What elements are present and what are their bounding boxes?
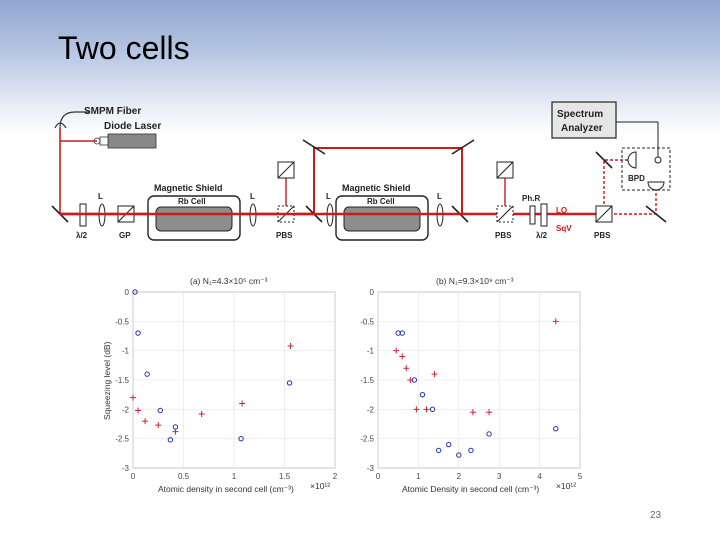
chart-b-xmult: ×10¹² bbox=[556, 481, 576, 491]
data-point-plus bbox=[155, 422, 162, 429]
x-tick-label: 2 bbox=[333, 472, 338, 481]
cell-2-label: Rb Cell bbox=[367, 197, 395, 206]
x-tick-label: 1.5 bbox=[279, 472, 291, 481]
data-point-plus bbox=[198, 411, 205, 418]
x-tick-label: 1 bbox=[232, 472, 237, 481]
pbs-label-3: PBS bbox=[594, 231, 611, 240]
data-point-plus bbox=[135, 407, 142, 414]
data-point-plus bbox=[393, 347, 400, 354]
data-point-circle bbox=[157, 407, 163, 414]
x-tick-label: 0 bbox=[376, 472, 381, 481]
bpd-label: BPD bbox=[628, 174, 645, 183]
x-tick-label: 3 bbox=[497, 472, 502, 481]
lens-label-2: L bbox=[250, 192, 255, 201]
data-point-circle bbox=[144, 371, 150, 377]
halfwave-label-1: λ/2 bbox=[76, 231, 88, 240]
data-point-circle bbox=[238, 435, 244, 442]
data-point-plus bbox=[142, 418, 149, 425]
data-point-plus bbox=[486, 409, 493, 416]
lo-label: LO bbox=[556, 206, 567, 215]
data-point-circle bbox=[286, 380, 293, 386]
y-tick-label: 0 bbox=[370, 288, 375, 297]
slide-title: Two cells bbox=[58, 30, 190, 66]
page-number: 23 bbox=[650, 510, 662, 521]
y-tick-label: -3 bbox=[367, 464, 375, 473]
data-point-plus bbox=[403, 365, 410, 372]
data-point-circle bbox=[553, 425, 559, 432]
laser-label-2: Diode Laser bbox=[104, 121, 161, 132]
y-tick-label: -1 bbox=[122, 347, 130, 356]
data-point-plus bbox=[423, 406, 430, 413]
data-point-plus bbox=[413, 406, 420, 413]
cell-1-label: Rb Cell bbox=[178, 197, 206, 206]
data-point-circle bbox=[399, 330, 405, 336]
data-point-plus bbox=[469, 409, 476, 416]
y-tick-label: -1.5 bbox=[115, 376, 129, 385]
chart-a-xlabel: Atomic density in second cell (cm⁻³) bbox=[158, 484, 294, 494]
x-tick-label: 0.5 bbox=[178, 472, 190, 481]
chart-b-xlabel: Atomic Density in second cell (cm⁻³) bbox=[402, 484, 539, 494]
spectrum-analyzer bbox=[551, 101, 659, 158]
data-point-circle bbox=[135, 330, 141, 336]
laser-label-1: SMPM Fiber bbox=[84, 106, 141, 117]
bpd bbox=[621, 147, 671, 191]
data-point-circle bbox=[446, 441, 452, 448]
lens-label-3: L bbox=[326, 192, 331, 201]
chart-b-title: (b) N₁=9.3×10⁹ cm⁻³ bbox=[436, 276, 514, 286]
y-tick-label: -1.5 bbox=[360, 376, 374, 385]
x-tick-label: 5 bbox=[578, 472, 583, 481]
shield-1 bbox=[147, 195, 241, 241]
phr-label: Ph.R bbox=[522, 194, 540, 203]
data-point-plus bbox=[399, 353, 406, 360]
y-tick-label: -2.5 bbox=[360, 435, 374, 444]
y-tick-label: -2 bbox=[367, 405, 375, 414]
y-tick-label: -2.5 bbox=[115, 435, 129, 444]
y-tick-label: -0.5 bbox=[115, 317, 129, 326]
y-tick-label: 0 bbox=[125, 288, 130, 297]
chart-a-ylabel: Squeezing level (dB) bbox=[102, 341, 112, 420]
analyzer-label-1: Spectrum bbox=[557, 109, 603, 120]
shield-1-label: Magnetic Shield bbox=[154, 183, 223, 193]
x-tick-label: 0 bbox=[131, 472, 136, 481]
data-point-plus bbox=[552, 318, 559, 325]
chart-a: 0 0.5 1 1.5 2 0 -0.5 -1 -1.5 -2 -2.5 -3 bbox=[115, 288, 338, 481]
data-point-circle bbox=[435, 447, 442, 454]
chart-a-title: (a) N₁=4.3×10⁵ cm⁻³ bbox=[190, 276, 268, 286]
data-point-plus bbox=[287, 342, 294, 349]
lens-label-1: L bbox=[98, 192, 103, 201]
data-point-plus bbox=[431, 371, 438, 378]
data-point-plus bbox=[172, 428, 179, 435]
data-point-circle bbox=[486, 431, 492, 437]
data-point-plus bbox=[239, 400, 246, 407]
y-tick-label: -3 bbox=[122, 464, 130, 473]
y-tick-label: -0.5 bbox=[360, 317, 374, 326]
data-point-circle bbox=[167, 437, 174, 443]
fiber-laser bbox=[54, 111, 157, 149]
data-point-plus bbox=[407, 377, 414, 383]
lens-label-4: L bbox=[437, 192, 442, 201]
analyzer-label-2: Analyzer bbox=[561, 123, 603, 134]
y-tick-label: -2 bbox=[122, 405, 130, 414]
x-tick-label: 4 bbox=[537, 472, 542, 481]
y-tick-label: -1 bbox=[367, 347, 375, 356]
data-point-circle bbox=[132, 289, 138, 295]
pbs-label-2: PBS bbox=[495, 231, 512, 240]
chart-a-xmult: ×10¹² bbox=[310, 481, 330, 491]
shield-2-label: Magnetic Shield bbox=[342, 183, 411, 193]
x-tick-label: 1 bbox=[416, 472, 421, 481]
data-point-circle bbox=[456, 452, 462, 458]
data-point-circle bbox=[419, 391, 426, 398]
data-point-circle bbox=[429, 406, 436, 413]
data-point-circle bbox=[468, 447, 474, 454]
gp-label: GP bbox=[119, 231, 131, 240]
x-tick-label: 2 bbox=[457, 472, 462, 481]
data-point-plus bbox=[130, 394, 136, 401]
sqv-label: SqV bbox=[556, 224, 572, 233]
chart-b: 0 1 2 3 4 5 0 -0.5 -1 -1.5 -2 -2.5 -3 bbox=[360, 288, 583, 481]
pbs-label-1: PBS bbox=[276, 231, 293, 240]
halfwave-label-2: λ/2 bbox=[536, 231, 548, 240]
